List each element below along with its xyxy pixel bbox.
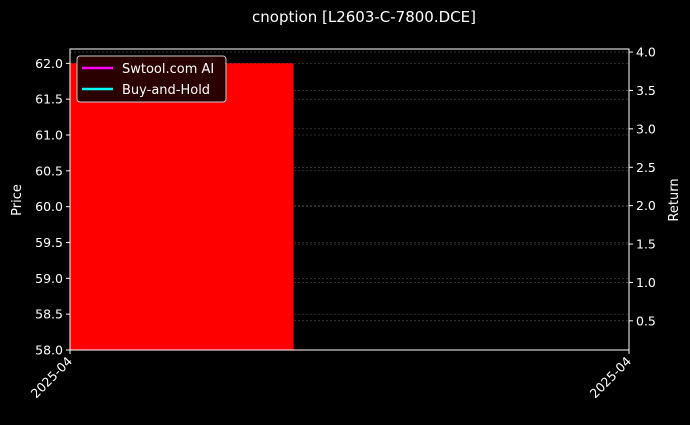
y-tick-label: 59.5 (35, 235, 63, 250)
plot-frame (69, 48, 630, 351)
y2-tick-label: 3.5 (636, 83, 656, 98)
y2-tick-label: 1.0 (636, 275, 656, 290)
y2-tick-label: 2.0 (636, 198, 656, 213)
bar-0 (70, 63, 294, 350)
y-tick-label: 62.0 (35, 56, 63, 71)
y-tick-label: 58.5 (35, 307, 63, 322)
x-tick-label: 2025-04 (28, 353, 76, 401)
y-tick-label: 60.5 (35, 163, 63, 178)
chart-title: cnoption [L2603-C-7800.DCE] (252, 8, 476, 26)
y-tick-label: 61.5 (35, 92, 63, 107)
y2-tick-label: 0.5 (636, 313, 656, 328)
x-tick-label: 2025-04 (587, 353, 635, 401)
y2-tick-label: 4.0 (636, 45, 656, 60)
legend: Swtool.com AI Buy-and-Hold (76, 55, 227, 103)
y2-tick-label: 2.5 (636, 160, 656, 175)
y2-tick-label: 1.5 (636, 237, 656, 252)
legend-box (76, 55, 227, 103)
legend-label-swtool: Swtool.com AI (122, 62, 214, 77)
y2-axis-label: Return (667, 178, 682, 221)
y-tick-label: 60.0 (35, 199, 63, 214)
legend-label-buyhold: Buy-and-Hold (122, 83, 210, 98)
y-tick-label: 58.0 (35, 343, 63, 358)
y-tick-label: 61.0 (35, 128, 63, 143)
y2-tick-label: 3.0 (636, 121, 656, 136)
y-tick-label: 59.0 (35, 271, 63, 286)
y-axis-label: Price (10, 184, 25, 216)
